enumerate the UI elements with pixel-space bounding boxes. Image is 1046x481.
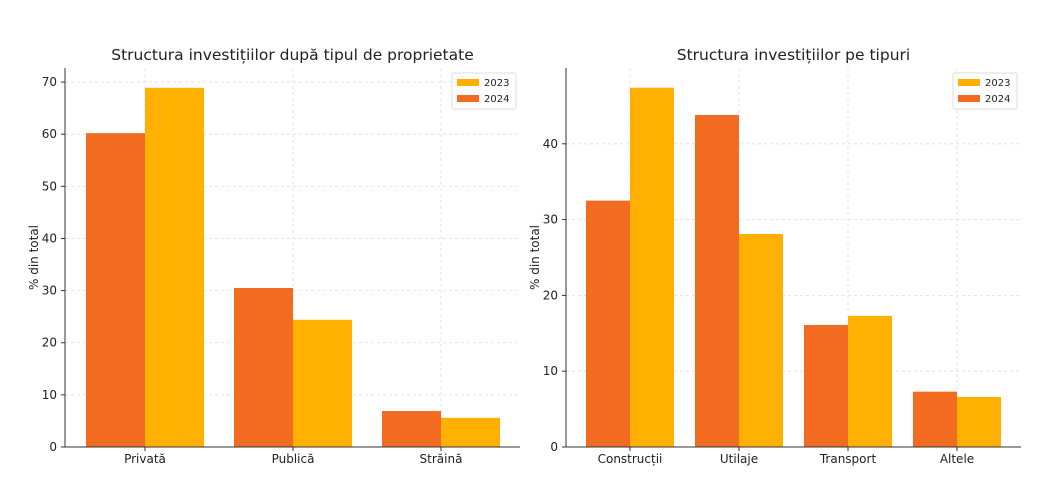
bar-2024-2: [695, 114, 739, 447]
x-tick-label: Publică: [272, 452, 315, 466]
chart-title: Structura investițiilor după tipul de pr…: [111, 46, 474, 64]
y-axis-label: % din total: [528, 225, 542, 290]
y-tick-label: 10: [42, 388, 57, 402]
bar-2024-1: [586, 200, 630, 447]
x-tick-label: Străină: [420, 452, 463, 466]
bar-2023-2: [293, 319, 352, 447]
y-tick-label: 60: [42, 127, 57, 141]
legend-swatch-2024: [958, 95, 980, 102]
legend-swatch-2023: [958, 79, 980, 86]
y-tick-label: 0: [550, 440, 558, 454]
y-tick-label: 10: [543, 364, 558, 378]
y-tick-label: 20: [42, 336, 57, 350]
bar-2023-2: [739, 234, 783, 447]
legend-label: 2024: [484, 94, 509, 105]
y-axis-label: % din total: [27, 225, 41, 290]
y-tick-label: 20: [543, 288, 558, 302]
chart-1: 0 10 20 30 40 50 60 70 Privată Publică Străină Stru…: [27, 46, 520, 466]
bar-2024-3: [382, 411, 441, 447]
x-tick-label: Transport: [819, 452, 877, 466]
legend-label: 2023: [484, 78, 509, 89]
y-tick-label: 40: [543, 137, 558, 151]
bar-2023-1: [630, 87, 674, 447]
bar-2024-4: [913, 391, 957, 447]
y-tick-label: 40: [42, 231, 57, 245]
y-tick-label: 70: [42, 75, 57, 89]
bar-2024-3: [804, 324, 848, 447]
y-tick-label: 30: [543, 213, 558, 227]
x-tick-label: Construcții: [598, 452, 663, 466]
y-tick-label: 30: [42, 284, 57, 298]
bar-2023-3: [848, 315, 892, 447]
x-tick-label: Utilaje: [720, 452, 758, 466]
bar-2024-1: [86, 133, 145, 448]
legend: 2023 2024: [952, 72, 1018, 110]
bar-2023-4: [957, 396, 1001, 447]
legend-swatch-2023: [457, 79, 479, 86]
bar-2024-2: [234, 287, 293, 447]
y-tick-label: 50: [42, 179, 57, 193]
bar-2023-3: [441, 417, 500, 447]
legend-label: 2023: [985, 78, 1010, 89]
x-tick-label: Privată: [124, 452, 166, 466]
y-tick-label: 0: [49, 440, 57, 454]
legend-swatch-2024: [457, 95, 479, 102]
legend: 2023 2024: [451, 72, 517, 110]
x-tick-label: Altele: [940, 452, 974, 466]
legend-label: 2024: [985, 94, 1010, 105]
chart-title: Structura investițiilor pe tipuri: [677, 46, 910, 64]
chart-2: 0 10 20 30 40 Construcții Utilaje Transport Alte…: [528, 46, 1021, 466]
bar-2023-1: [145, 87, 204, 447]
